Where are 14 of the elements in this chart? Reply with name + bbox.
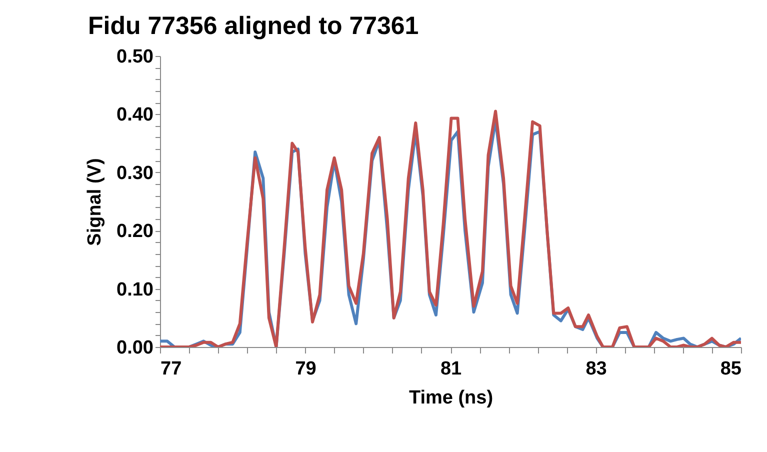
- x-tick-label: 77: [160, 358, 182, 380]
- x-tick-label: 85: [720, 358, 742, 380]
- y-tick-label: 0.20: [116, 221, 154, 242]
- x-tick-label: 81: [440, 358, 462, 380]
- x-axis-title: Time (ns): [408, 388, 494, 408]
- x-tick-label: 79: [295, 358, 316, 380]
- y-axis-title: Signal (V): [84, 158, 106, 246]
- chart-title: Fidu 77356 aligned to 77361: [88, 12, 419, 40]
- y-tick-label: 0.40: [116, 104, 154, 126]
- x-tick-label: 83: [586, 358, 607, 380]
- y-tick-label: 0.00: [116, 338, 154, 358]
- y-tick-label: 0.50: [116, 46, 154, 68]
- y-tick-label: 0.10: [116, 279, 154, 300]
- y-tick-label: 0.30: [116, 162, 154, 184]
